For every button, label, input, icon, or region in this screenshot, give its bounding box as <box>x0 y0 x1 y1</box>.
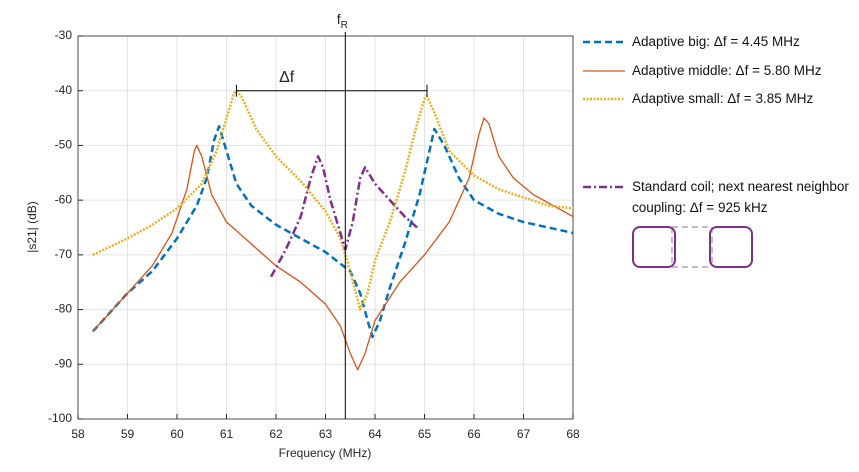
series-line <box>92 117 574 371</box>
legend-entry: Adaptive middle: Δf = 5.80 MHz <box>582 60 821 81</box>
x-tick-label: 64 <box>368 427 382 441</box>
series-line <box>92 89 574 311</box>
x-tick-label: 59 <box>121 427 135 441</box>
resonance-label-sub: R <box>341 20 348 31</box>
y-tick-label: -40 <box>55 83 73 97</box>
legend-label: Adaptive middle: Δf = 5.80 MHz <box>632 63 822 78</box>
x-tick-label: 66 <box>467 427 481 441</box>
axes-box <box>77 35 574 420</box>
legend-swatch <box>583 97 625 101</box>
y-tick-label: -30 <box>55 28 73 42</box>
resonance-label: fR <box>337 11 348 31</box>
legend-swatch <box>583 185 625 189</box>
legend-swatch <box>583 40 625 44</box>
legend-swatch <box>583 70 625 72</box>
legend-entry: Adaptive big: Δf = 4.45 MHz <box>582 31 800 52</box>
y-tick-label: -70 <box>55 247 73 261</box>
x-tick-label: 65 <box>418 427 432 441</box>
x-tick-label: 61 <box>220 427 234 441</box>
coil-icon <box>632 226 753 268</box>
x-tick-label: 58 <box>71 427 85 441</box>
x-tick-label: 60 <box>170 427 184 441</box>
x-tick-label: 62 <box>269 427 283 441</box>
y-tick-label: -60 <box>55 192 73 206</box>
y-axis-label: |s21| (dB) <box>25 201 39 253</box>
legend-label: Adaptive big: Δf = 4.45 MHz <box>632 34 800 49</box>
x-tick-label: 63 <box>319 427 333 441</box>
x-axis-label: Frequency (MHz) <box>279 446 372 460</box>
legend-entry: Adaptive small: Δf = 3.85 MHz <box>582 88 813 109</box>
y-tick-label: -100 <box>48 411 72 425</box>
x-tick-label: 68 <box>566 427 580 441</box>
legend-label: Adaptive small: Δf = 3.85 MHz <box>632 91 814 106</box>
y-tick-label: -90 <box>55 356 73 370</box>
y-tick-label: -50 <box>55 138 73 152</box>
y-tick-label: -80 <box>55 302 73 316</box>
series-line <box>91 125 574 339</box>
legend-label: Standard coil; next nearest neighbor cou… <box>632 179 849 215</box>
x-tick-label: 67 <box>517 427 531 441</box>
series-line <box>269 155 418 278</box>
resonance-label-main: f <box>337 11 341 27</box>
legend-entry: Standard coil; next nearest neighbor cou… <box>582 176 854 218</box>
delta-f-label: Δf <box>279 69 295 86</box>
